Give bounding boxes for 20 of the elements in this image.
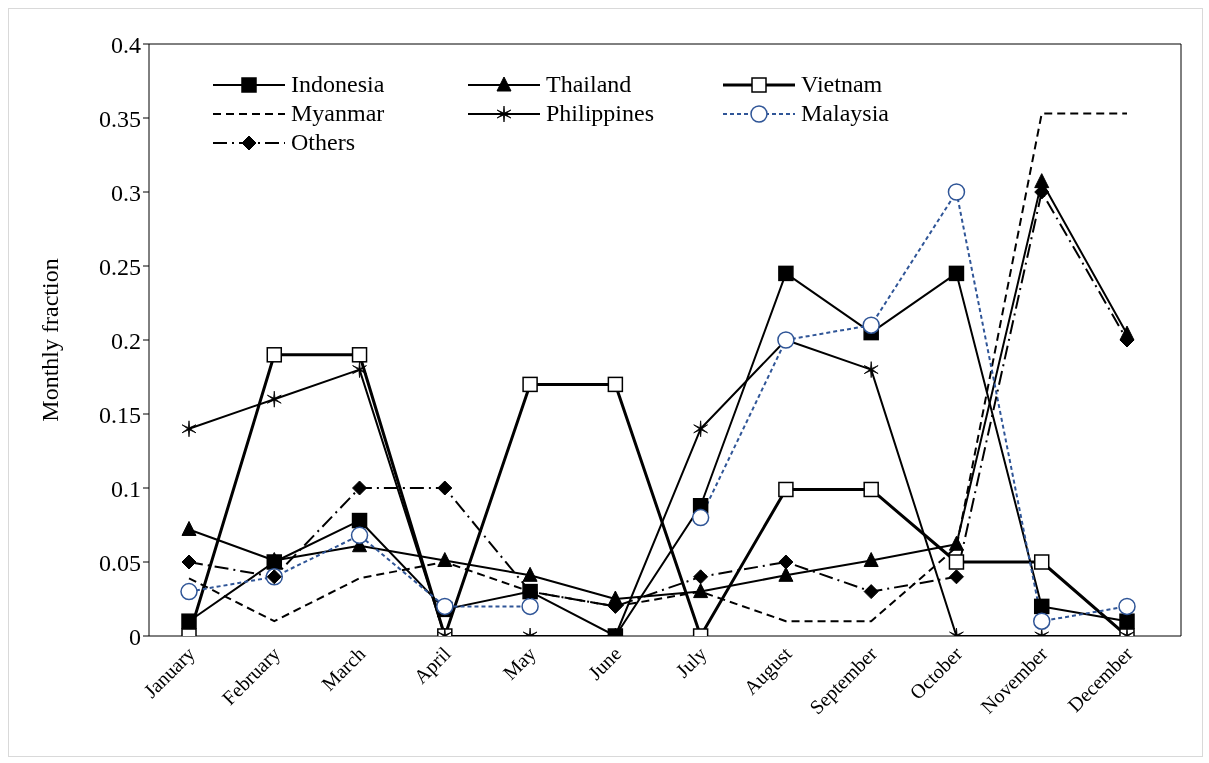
- y-tick-label: 0.3: [111, 179, 141, 206]
- x-tick-label: June: [583, 642, 626, 684]
- legend-label: Philippines: [546, 100, 655, 127]
- y-tick-label: 0: [129, 623, 141, 650]
- y-tick-label: 0.15: [99, 401, 141, 428]
- legend-label: Others: [291, 129, 355, 156]
- legend-label: Thailand: [546, 71, 632, 98]
- legend-label: Malaysia: [801, 100, 889, 127]
- y-tick-label: 0.25: [99, 253, 141, 280]
- x-tick-label: July: [671, 642, 712, 683]
- legend-label: Myanmar: [291, 100, 385, 127]
- y-axis-title: Monthly fraction: [36, 258, 63, 422]
- y-tick-label: 0.2: [111, 327, 141, 354]
- y-tick-label: 0.05: [99, 549, 141, 576]
- y-tick-label: 0.35: [99, 105, 141, 132]
- legend-label: Vietnam: [801, 71, 883, 98]
- y-tick-label: 0.1: [111, 475, 141, 502]
- x-tick-label: May: [498, 642, 541, 685]
- legend-label: Indonesia: [291, 71, 385, 98]
- y-tick-label: 0.4: [111, 31, 141, 58]
